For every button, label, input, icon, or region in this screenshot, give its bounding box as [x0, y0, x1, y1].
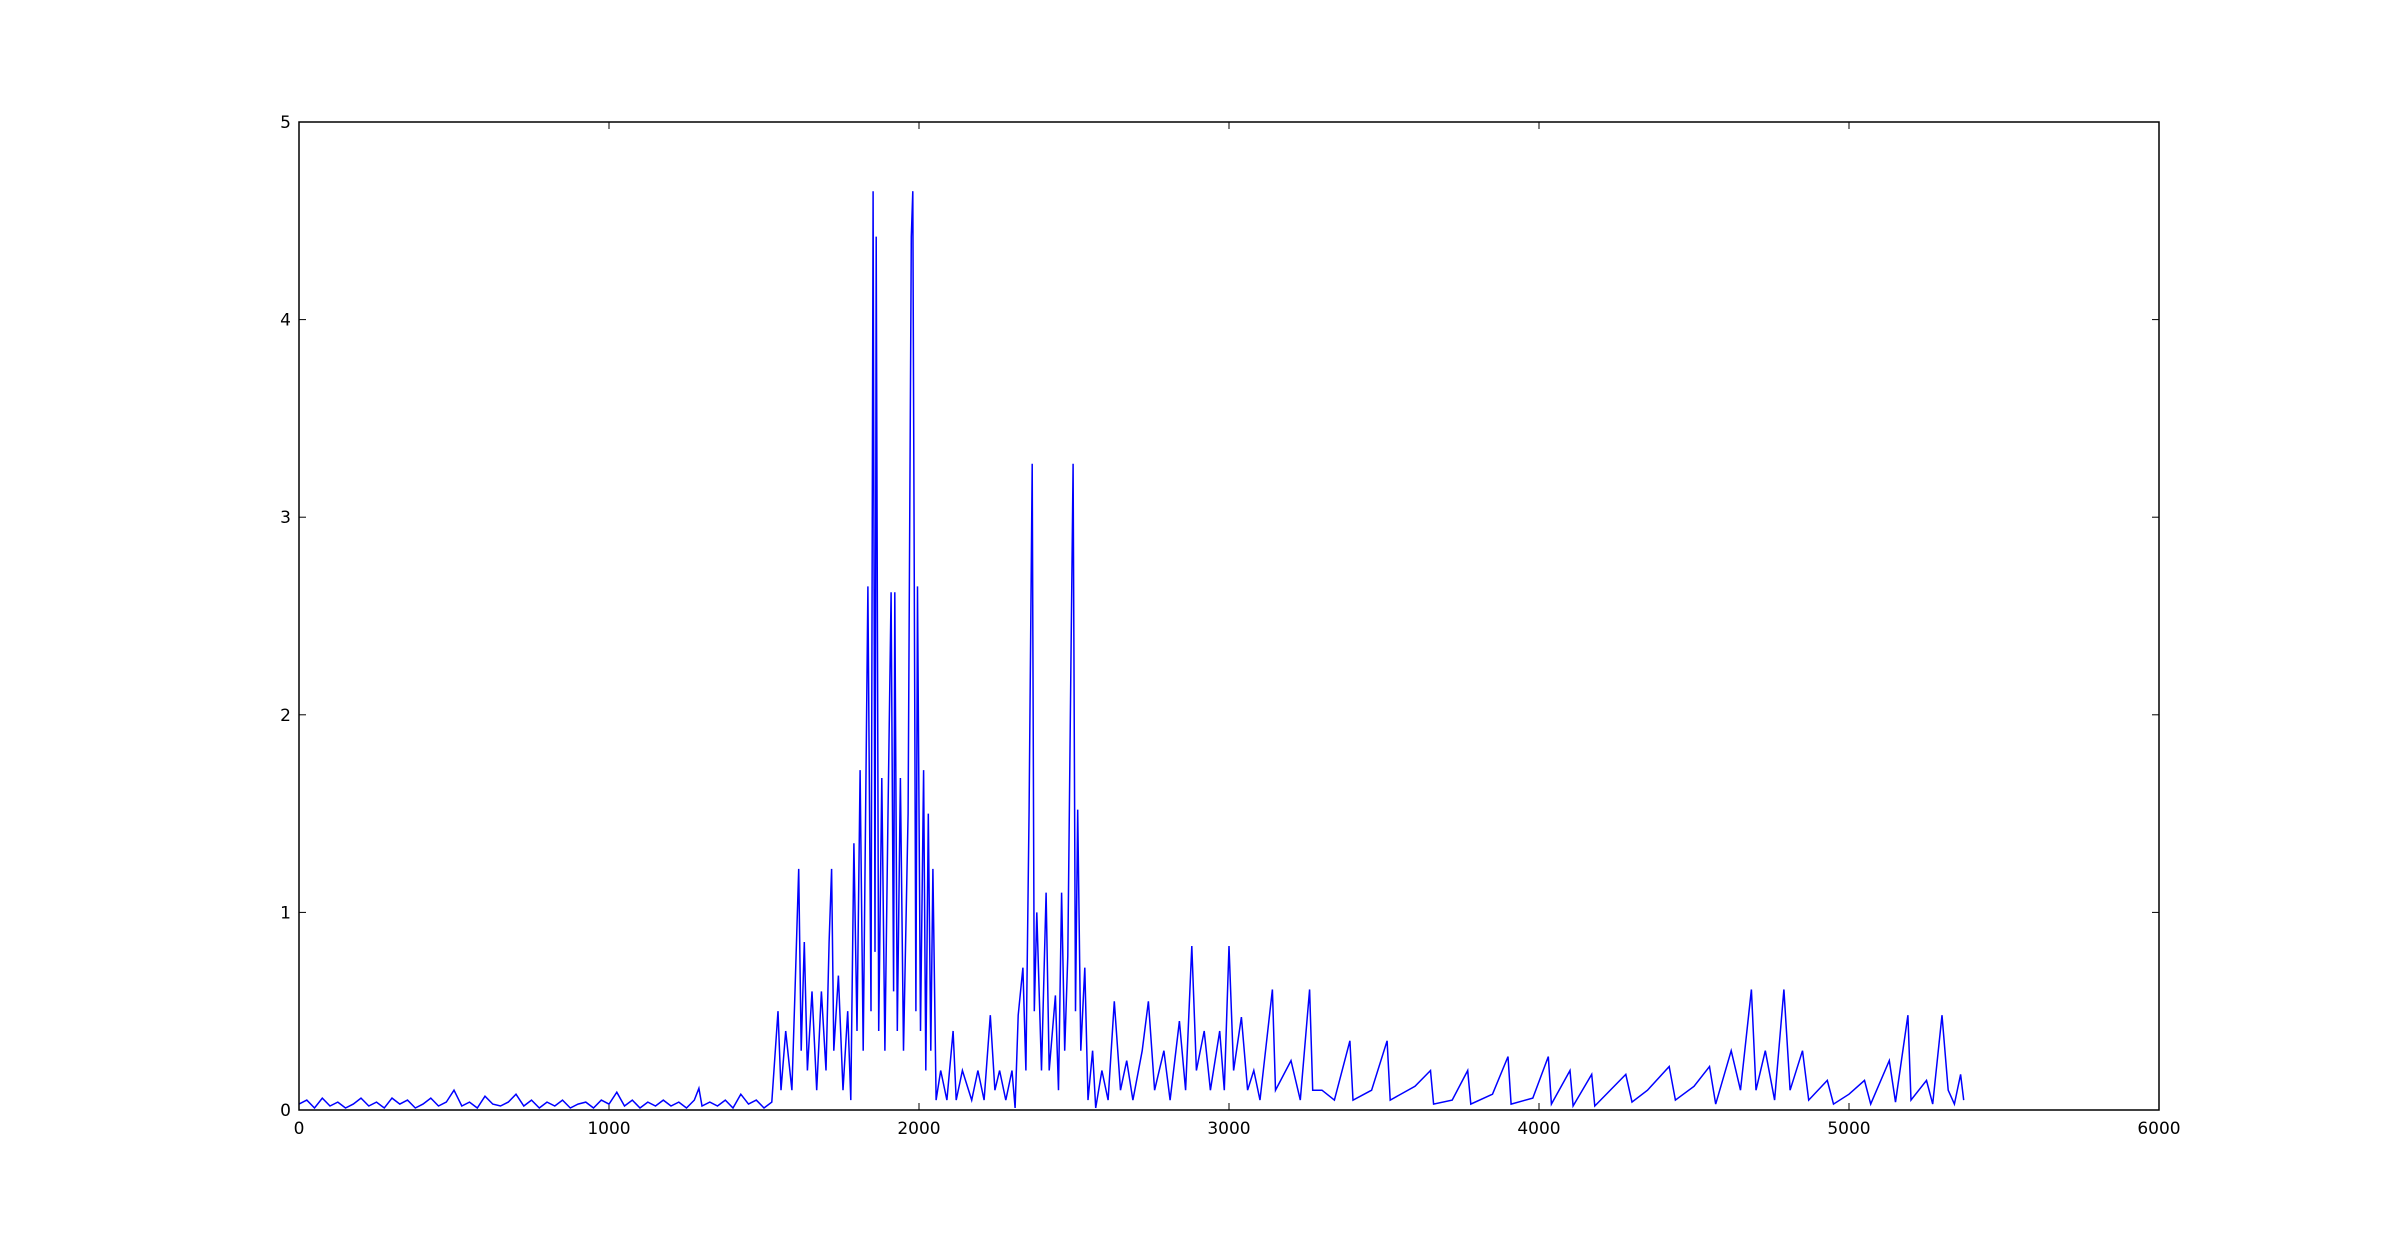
x-tick-label: 6000	[2137, 1119, 2180, 1139]
y-tick-label: 2	[280, 706, 291, 726]
y-tick-label: 5	[280, 113, 291, 133]
x-tick-label: 4000	[1517, 1119, 1560, 1139]
y-tick-label: 0	[280, 1101, 291, 1121]
y-tick-label: 1	[280, 903, 291, 923]
x-tick-label: 1000	[587, 1119, 630, 1139]
x-tick-label: 0	[294, 1119, 305, 1139]
x-tick-label: 5000	[1827, 1119, 1870, 1139]
x-tick-label: 2000	[897, 1119, 940, 1139]
x-tick-label: 3000	[1207, 1119, 1250, 1139]
plot-frame	[298, 121, 2160, 1111]
y-tick-label: 3	[280, 508, 291, 528]
series-line	[298, 191, 1965, 1110]
y-tick-label: 4	[280, 311, 291, 331]
